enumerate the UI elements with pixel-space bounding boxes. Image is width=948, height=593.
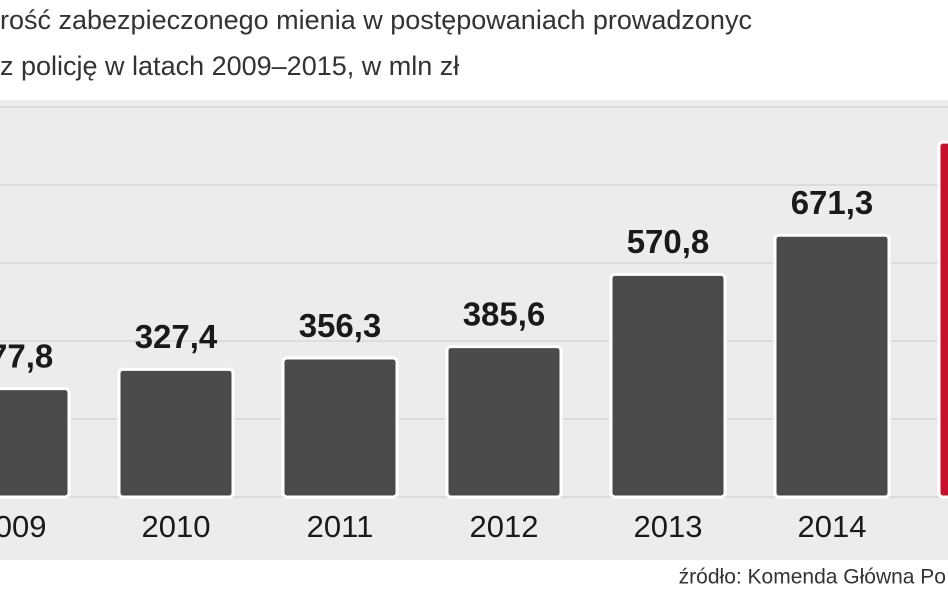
value-label: 277,8 [0,337,53,374]
chart-title: z policję w latach 2009–2015, w mln zł [0,51,459,81]
bar [773,233,891,499]
source: źródło: Komenda Główna Po [679,566,946,589]
value-label: 356,3 [299,307,382,344]
x-tick-label: 2009 [0,509,46,544]
x-tick-label: 2010 [142,509,211,544]
x-tick-label: 2012 [470,509,539,544]
bar [937,140,948,499]
bar [445,345,563,499]
value-label: 671,3 [791,184,874,221]
bar [117,367,235,499]
x-tick-label: 2013 [634,509,703,544]
bar [281,356,399,499]
x-tick-label: 2011 [307,509,374,544]
value-label: 385,6 [463,295,546,332]
value-label: 570,8 [627,223,710,260]
bar [609,272,727,499]
x-tick-label: 2014 [798,509,867,544]
value-label: 327,4 [135,318,218,355]
bar [0,387,71,499]
chart-title: rość zabezpieczonego mienia w postępowan… [0,5,752,35]
